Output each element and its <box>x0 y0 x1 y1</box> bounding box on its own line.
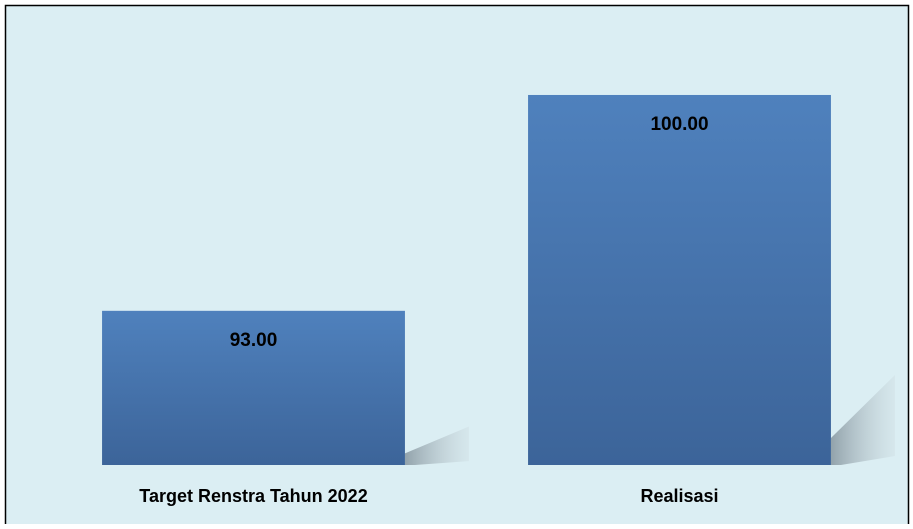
x-tick-label: Realisasi <box>640 486 718 506</box>
bar <box>528 94 831 465</box>
x-tick-label: Target Renstra Tahun 2022 <box>139 486 367 506</box>
bar-shadow <box>404 426 469 465</box>
bar-shadow <box>830 375 895 465</box>
value-label: 93.00 <box>230 330 278 351</box>
value-label: 100.00 <box>650 114 708 135</box>
bar <box>102 310 405 465</box>
